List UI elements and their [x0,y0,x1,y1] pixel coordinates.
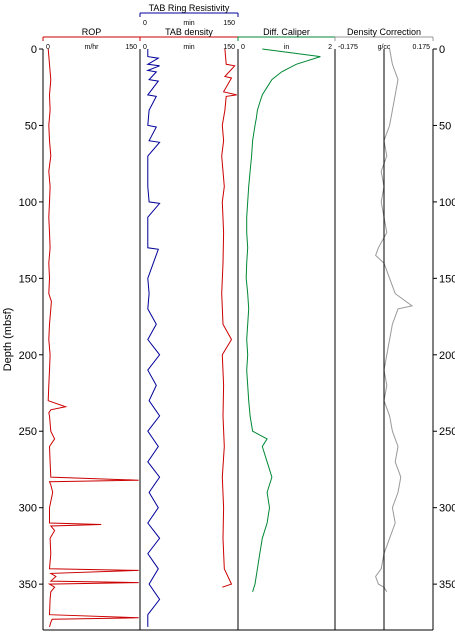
y-tick-label-right: 200 [439,350,455,362]
series-line-density-0 [375,48,414,593]
scale-unit-label: in [284,44,290,51]
y-tick-label-right: 350 [439,579,455,591]
y-tick-label-left: 350 [19,579,37,591]
y-tick-label-left: 150 [19,273,37,285]
y-tick-label-right: 300 [439,503,455,515]
series-line-caliper-0 [245,48,321,592]
scale-unit-label: min [183,44,194,51]
curve-title: Density Correction [347,27,421,37]
scale-min-label: 0 [143,44,147,51]
scale-min-label: -0.175 [338,44,358,51]
y-tick-label-left: 300 [19,503,37,515]
scale-max-label: 150 [223,44,235,51]
y-tick-label-right: 250 [439,426,455,438]
scale-unit-label: min [183,20,194,27]
scale-min-label: 0 [143,20,147,27]
y-tick-label-left: 200 [19,350,37,362]
y-axis-label: Depth (mbsf) [2,308,14,372]
series-line-tab-0 [145,49,161,627]
y-tick-label-right: 150 [439,273,455,285]
y-tick-label-left: 100 [19,197,37,209]
track-rop: 0 m/hr 150 ROP [42,27,141,630]
curve-title: Diff. Caliper [263,27,310,37]
curve-title: TAB density [165,27,213,37]
scale-min-label: 0 [241,44,245,51]
y-tick-label-left: 250 [19,426,37,438]
track-density: -0.175 g/cc 0.175 Density Correction [334,27,434,630]
y-tick-label-right: 100 [439,197,455,209]
series-line-tab-1 [221,48,237,588]
scale-max-label: 0.175 [412,44,430,51]
scale-unit-label: g/cc [378,44,391,51]
scale-max-label: 150 [125,44,137,51]
scale-max-label: 150 [223,20,235,27]
y-tick-label-left: 50 [25,120,37,132]
y-tick-label-right: 50 [439,120,451,132]
series-line-rop-0 [47,48,139,628]
curve-title: TAB Ring Resistivity [149,3,230,13]
y-tick-label-right: 0 [439,44,445,56]
y-tick-label-left: 0 [31,44,37,56]
scale-min-label: 0 [46,44,50,51]
scale-max-label: 2 [328,44,332,51]
scale-unit-label: m/hr [85,44,100,51]
track-caliper: 0 in 2 Diff. Caliper [237,27,336,630]
curve-title: ROP [82,27,102,37]
